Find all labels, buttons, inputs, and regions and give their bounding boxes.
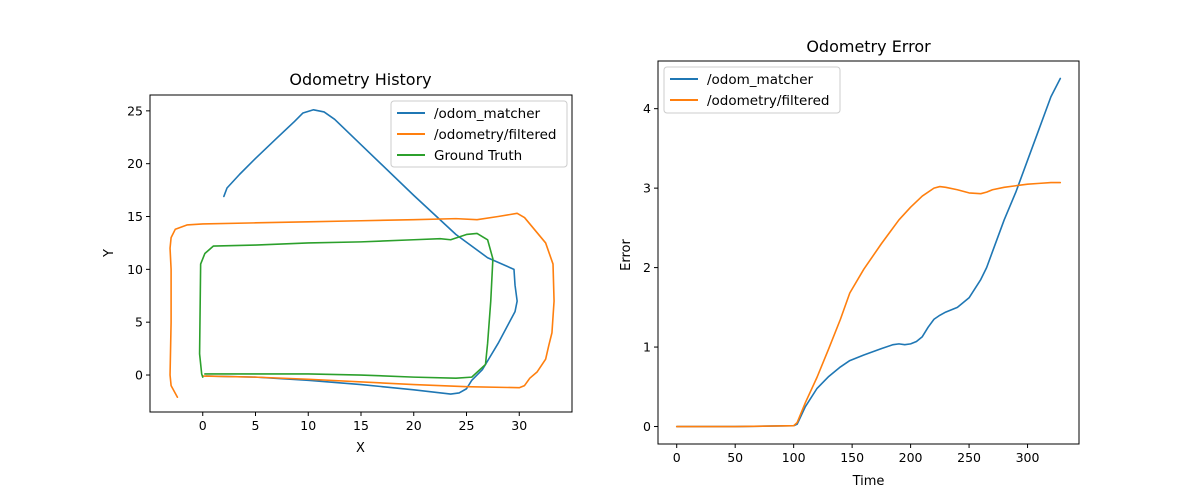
series-line: [205, 108, 518, 395]
y-tick-label: 1: [643, 340, 651, 355]
y-tick-label: 4: [643, 101, 651, 116]
legend-label: /odom_matcher: [434, 106, 541, 122]
chart-title: Odometry History: [289, 70, 431, 89]
y-axis-label: Error: [619, 239, 634, 271]
y-tick-label: 5: [135, 315, 143, 330]
legend-label: /odom_matcher: [707, 72, 814, 88]
x-tick-label: 150: [840, 450, 864, 465]
series-line: [675, 181, 1062, 428]
x-tick-label: 25: [459, 418, 475, 433]
x-axis-label: Time: [852, 474, 885, 489]
x-tick-label: 20: [406, 418, 422, 433]
x-tick-label: 10: [300, 418, 316, 433]
legend-label: /odometry/filtered: [434, 127, 556, 143]
x-tick-label: 30: [511, 418, 527, 433]
series-line: [198, 232, 494, 379]
x-tick-label: 300: [1016, 450, 1040, 465]
x-tick-label: 0: [199, 418, 207, 433]
x-axis-label: X: [356, 441, 365, 456]
y-tick-label: 3: [643, 181, 651, 196]
odometry-error-chart: Odometry Error Time Error 0 50 100 150 200 25…: [619, 37, 1080, 489]
plot-lines: [169, 108, 555, 399]
x-tick-label: 100: [782, 450, 806, 465]
plot-frame: [657, 60, 1080, 445]
legend: /odom_matcher/odometry/filtered Ground Tr…: [390, 100, 568, 168]
chart-title: Odometry Error: [806, 37, 931, 56]
y-tick-label: 2: [643, 260, 651, 275]
x-tick-label: 50: [727, 450, 743, 465]
plot-frame: [149, 94, 573, 413]
y-tick-label: 0: [643, 419, 651, 434]
y-tick-label: 15: [127, 209, 143, 224]
odometry-history-chart: Odometry History X Y 0 5 10 15 20 25 30 0 5 10 15 2…: [102, 70, 573, 456]
x-tick-label: 0: [673, 450, 681, 465]
axis-ticks: 0 50 100 150 200 250 300 0 1 2 3 4: [643, 101, 1039, 465]
y-tick-label: 25: [127, 103, 143, 118]
x-tick-label: 200: [899, 450, 923, 465]
legend-label: Ground Truth: [434, 148, 522, 164]
axis-ticks: 0 5 10 15 20 25 30 0 5 10 15 20 25: [127, 103, 527, 433]
y-tick-label: 20: [127, 156, 143, 171]
legend-label: /odometry/filtered: [707, 93, 829, 109]
legend-box: [663, 66, 841, 114]
y-tick-label: 10: [127, 262, 143, 277]
y-tick-label: 0: [135, 368, 143, 383]
plot-lines: [675, 77, 1062, 428]
x-tick-label: 250: [957, 450, 981, 465]
x-tick-label: 5: [252, 418, 260, 433]
y-axis-label: Y: [102, 249, 117, 258]
series-line: [675, 77, 1062, 428]
legend: /odom_matcher/odometry/filtered: [663, 66, 841, 114]
legend-box: [390, 100, 568, 168]
series-line: [169, 212, 555, 399]
x-tick-label: 15: [353, 418, 369, 433]
